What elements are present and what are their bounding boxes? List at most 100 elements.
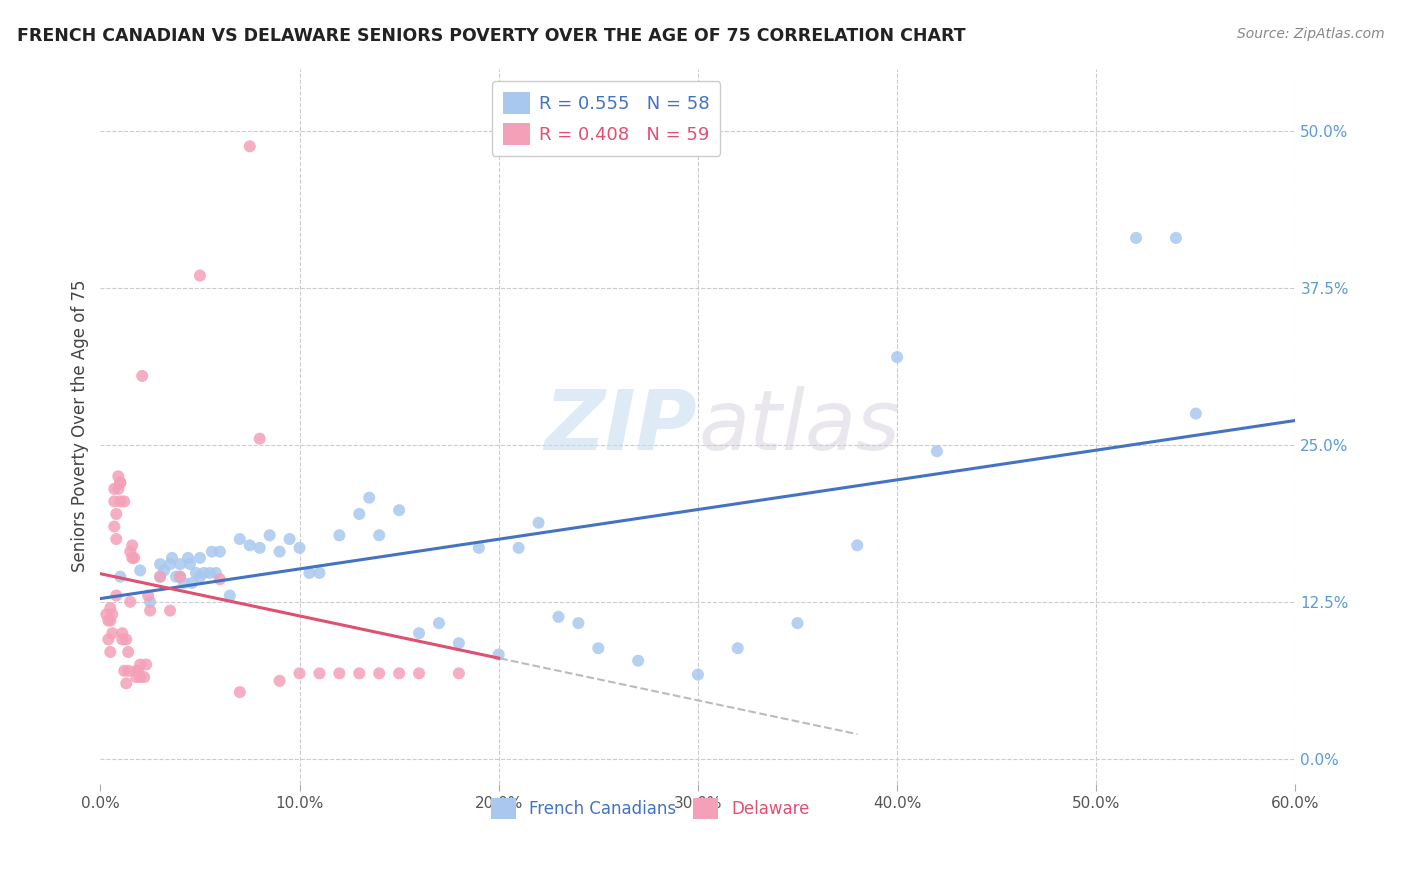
Point (198, 566, 221, 580)
Point (125, 670, 148, 684)
Point (249, 541, 271, 555)
Point (468, 541, 491, 555)
Point (120, 544, 142, 558)
Point (447, 636, 470, 650)
Point (110, 475, 132, 490)
Point (105, 532, 128, 546)
Point (427, 616, 450, 631)
Point (547, 610, 569, 624)
Point (177, 550, 200, 565)
Point (112, 664, 135, 678)
Point (179, 557, 201, 571)
Text: FRENCH CANADIAN VS DELAWARE SENIORS POVERTY OVER THE AGE OF 75 CORRELATION CHART: FRENCH CANADIAN VS DELAWARE SENIORS POVE… (17, 27, 966, 45)
Point (188, 570, 211, 584)
Point (269, 673, 291, 688)
Point (269, 544, 291, 558)
Point (488, 648, 510, 662)
Point (181, 576, 204, 591)
Point (1185, 407, 1208, 421)
Point (159, 604, 181, 618)
Point (308, 566, 330, 580)
Point (208, 572, 231, 586)
Point (107, 469, 129, 483)
Point (165, 570, 187, 584)
Point (115, 676, 138, 690)
Point (686, 667, 709, 681)
Point (153, 563, 176, 577)
Point (205, 566, 228, 580)
Point (328, 666, 350, 681)
Point (218, 589, 240, 603)
Point (125, 664, 148, 678)
Point (447, 666, 470, 681)
Point (408, 666, 430, 681)
Point (122, 550, 145, 565)
Point (139, 595, 162, 609)
Point (727, 641, 749, 656)
Point (98, 614, 121, 628)
Point (1164, 231, 1187, 245)
Text: Source: ZipAtlas.com: Source: ZipAtlas.com (1237, 27, 1385, 41)
Point (173, 576, 195, 591)
Point (98, 601, 121, 615)
Point (627, 654, 650, 668)
Point (105, 507, 128, 521)
Point (567, 616, 589, 631)
Point (239, 538, 262, 552)
Point (110, 475, 132, 490)
Point (169, 570, 191, 584)
Point (846, 538, 869, 552)
Point (328, 528, 350, 542)
Point (131, 368, 153, 383)
Y-axis label: Seniors Poverty Over the Age of 75: Seniors Poverty Over the Age of 75 (72, 280, 89, 573)
Point (359, 491, 381, 505)
Point (169, 570, 191, 584)
Point (111, 626, 134, 640)
Point (101, 626, 124, 640)
Text: atlas: atlas (699, 385, 900, 467)
Point (588, 641, 610, 656)
Point (120, 595, 142, 609)
Point (308, 666, 330, 681)
Point (110, 494, 132, 508)
Point (786, 616, 808, 631)
Point (121, 550, 143, 565)
Point (288, 541, 311, 555)
Point (368, 666, 391, 681)
Point (103, 519, 125, 533)
Point (229, 532, 252, 546)
Point (298, 566, 321, 580)
Point (135, 657, 157, 672)
Point (129, 657, 152, 672)
Point (208, 544, 231, 558)
Text: ZIP: ZIP (544, 385, 696, 467)
Point (96, 607, 118, 622)
Point (97, 614, 120, 628)
Point (388, 503, 411, 517)
Point (98, 645, 121, 659)
Point (112, 494, 135, 508)
Point (134, 670, 156, 684)
Point (110, 570, 132, 584)
Point (508, 541, 530, 555)
Point (129, 670, 152, 684)
Point (527, 516, 550, 530)
Point (149, 557, 172, 571)
Point (925, 444, 948, 458)
Point (169, 557, 191, 571)
Point (349, 666, 371, 681)
Point (349, 507, 371, 521)
Point (239, 139, 262, 153)
Point (107, 482, 129, 496)
Point (188, 268, 211, 283)
Point (229, 685, 252, 699)
Point (278, 532, 301, 546)
Point (368, 528, 391, 542)
Point (97, 632, 120, 647)
Point (127, 664, 149, 678)
Point (249, 432, 271, 446)
Point (136, 589, 159, 603)
Point (184, 566, 207, 580)
Point (121, 538, 143, 552)
Point (201, 544, 224, 558)
